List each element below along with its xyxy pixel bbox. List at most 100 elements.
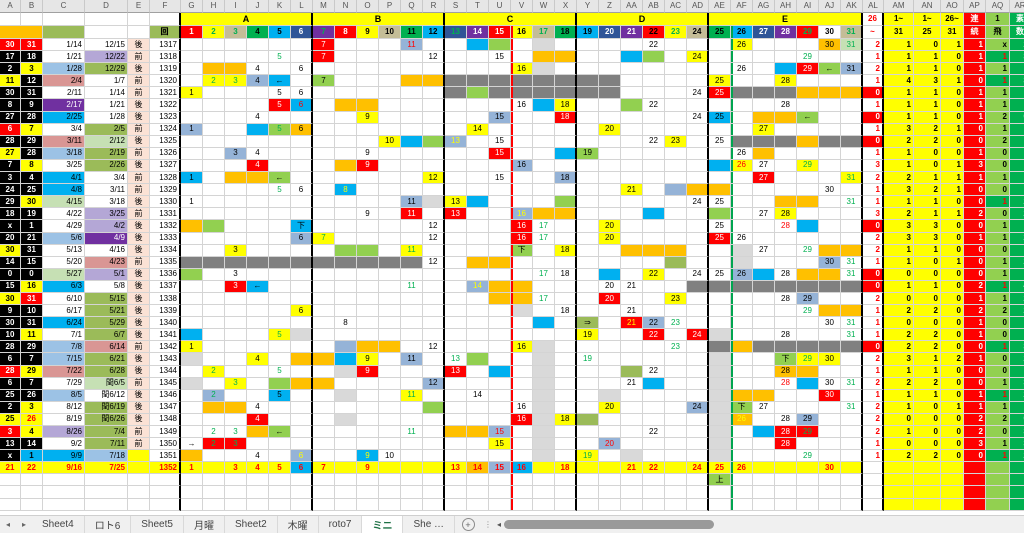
grid-cell[interactable]: 24 xyxy=(687,401,709,414)
cell-date-old[interactable]: 閏6/5 xyxy=(85,377,128,390)
grid-cell[interactable] xyxy=(819,329,841,342)
grid-cell[interactable] xyxy=(357,99,379,112)
grid-cell[interactable] xyxy=(687,377,709,390)
grid-cell[interactable] xyxy=(533,111,555,124)
cell-date-main[interactable]: 7/8 xyxy=(43,341,85,354)
grid-cell[interactable] xyxy=(797,147,819,160)
grid-cell[interactable] xyxy=(291,341,313,354)
empty-cell[interactable] xyxy=(401,498,423,511)
grid-cell[interactable] xyxy=(247,196,269,209)
cell-count-26-31[interactable]: 0 xyxy=(941,413,964,426)
grid-cell[interactable] xyxy=(841,438,863,451)
cell-a[interactable]: 30 xyxy=(0,87,21,100)
grid-cell[interactable]: 1 xyxy=(181,196,203,209)
grid-cell[interactable]: 16 xyxy=(511,99,533,112)
cell-zengo[interactable]: 後 xyxy=(128,389,150,402)
cell-count-26-31[interactable]: 1 xyxy=(941,123,964,136)
grid-cell[interactable]: 13 xyxy=(445,365,467,378)
grid-cell[interactable] xyxy=(291,365,313,378)
empty-cell[interactable] xyxy=(85,474,128,487)
grid-cell[interactable] xyxy=(489,450,511,463)
grid-cell[interactable] xyxy=(335,147,357,160)
grid-cell[interactable] xyxy=(511,75,533,88)
cell-count-26-31[interactable]: 0 xyxy=(941,196,964,209)
grid-cell[interactable] xyxy=(577,377,599,390)
cell-count-26-31[interactable]: 0 xyxy=(941,377,964,390)
grid-cell[interactable] xyxy=(665,75,687,88)
grid-cell[interactable] xyxy=(181,426,203,439)
grid-cell[interactable] xyxy=(621,99,643,112)
grid-cell[interactable] xyxy=(753,341,775,354)
grid-cell[interactable] xyxy=(181,75,203,88)
grid-cell[interactable] xyxy=(577,123,599,136)
cell-count-1-25[interactable]: 0 xyxy=(914,159,941,173)
number-header-16[interactable]: 16 xyxy=(511,26,533,39)
grid-cell[interactable] xyxy=(401,292,423,306)
grid-cell[interactable]: 1 xyxy=(181,462,203,475)
grid-cell[interactable]: 30 xyxy=(819,184,841,197)
grid-cell[interactable]: 31 xyxy=(841,377,863,390)
grid-cell[interactable]: 18 xyxy=(555,462,577,475)
grid-cell[interactable]: 28 xyxy=(775,99,797,112)
grid-cell[interactable] xyxy=(335,159,357,173)
grid-cell[interactable] xyxy=(335,268,357,281)
empty-cell[interactable] xyxy=(687,498,709,511)
grid-cell[interactable] xyxy=(841,87,863,100)
grid-cell[interactable] xyxy=(797,329,819,342)
cell-count-1-31[interactable]: 0 xyxy=(884,317,914,330)
grid-cell[interactable] xyxy=(379,329,401,342)
cell-round-number[interactable]: 1341 xyxy=(150,329,181,342)
grid-cell[interactable]: 28 xyxy=(775,292,797,306)
grid-cell[interactable] xyxy=(555,87,577,100)
empty-cell[interactable] xyxy=(225,474,247,487)
grid-cell[interactable] xyxy=(423,426,445,439)
grid-cell[interactable]: 11 xyxy=(401,353,423,366)
cell-date-main[interactable]: 4/22 xyxy=(43,208,85,221)
grid-cell[interactable] xyxy=(709,329,731,342)
grid-cell[interactable] xyxy=(599,365,621,378)
number-header-2[interactable]: 2 xyxy=(203,26,225,39)
grid-cell[interactable] xyxy=(709,184,731,197)
grid-cell[interactable] xyxy=(511,389,533,402)
grid-cell[interactable] xyxy=(269,232,291,245)
cell-tobi[interactable]: 1 xyxy=(986,401,1010,414)
grid-cell[interactable] xyxy=(555,317,577,330)
cell-26plus-count[interactable]: 1 xyxy=(863,365,884,378)
grid-cell[interactable] xyxy=(269,196,291,209)
grid-cell[interactable]: 22 xyxy=(643,365,665,378)
grid-cell[interactable] xyxy=(335,450,357,463)
grid-cell[interactable] xyxy=(291,208,313,221)
grid-cell[interactable] xyxy=(335,244,357,257)
grid-cell[interactable] xyxy=(577,413,599,426)
cell-round-number[interactable]: 1319 xyxy=(150,63,181,76)
grid-cell[interactable] xyxy=(533,341,555,354)
grid-cell[interactable]: 11 xyxy=(401,426,423,439)
cell-zengo[interactable]: 後 xyxy=(128,63,150,76)
cell-a[interactable]: 3 xyxy=(0,172,21,185)
grid-cell[interactable]: 31 xyxy=(841,317,863,330)
grid-cell[interactable] xyxy=(489,99,511,112)
grid-cell[interactable] xyxy=(753,292,775,306)
cell-tobi[interactable]: 1 xyxy=(986,99,1010,112)
cell-date-main[interactable]: 8/19 xyxy=(43,413,85,426)
grid-cell[interactable] xyxy=(269,147,291,160)
grid-cell[interactable] xyxy=(225,317,247,330)
grid-cell[interactable] xyxy=(467,208,489,221)
grid-cell[interactable] xyxy=(511,353,533,366)
grid-cell[interactable] xyxy=(819,99,841,112)
cell-a[interactable]: 20 xyxy=(0,232,21,245)
cell-renzoku[interactable]: 2 xyxy=(964,208,986,221)
grid-cell[interactable] xyxy=(687,208,709,221)
grid-cell[interactable] xyxy=(489,365,511,378)
grid-cell[interactable] xyxy=(731,341,753,354)
grid-cell[interactable]: 4 xyxy=(247,450,269,463)
grid-cell[interactable] xyxy=(643,353,665,366)
grid-cell[interactable] xyxy=(599,329,621,342)
grid-cell[interactable] xyxy=(379,75,401,88)
cell-round-number[interactable]: 1327 xyxy=(150,159,181,173)
cell-renzoku[interactable]: 0 xyxy=(964,450,986,463)
empty-cell[interactable] xyxy=(203,486,225,499)
grid-cell[interactable] xyxy=(511,135,533,148)
grid-cell[interactable] xyxy=(555,51,577,64)
cell-zengo[interactable]: 後 xyxy=(128,305,150,318)
